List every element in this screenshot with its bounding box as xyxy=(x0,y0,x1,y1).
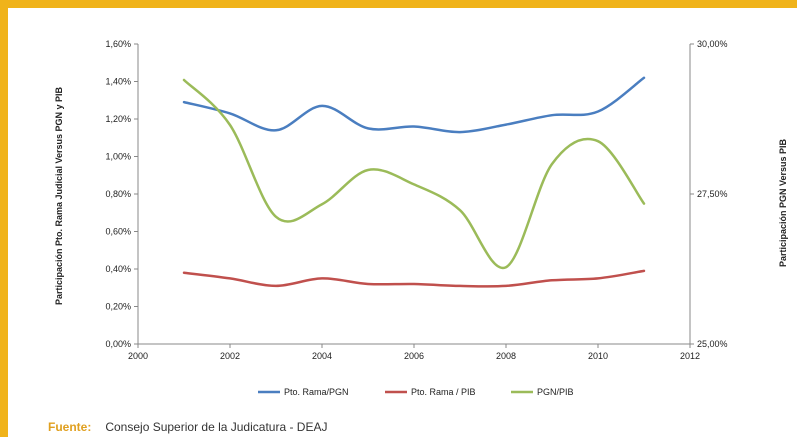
x-tick-label: 2002 xyxy=(220,351,240,361)
y-axis-title-right: Participación PGN Versus PIB xyxy=(778,138,788,267)
y-tick-label-left: 1,00% xyxy=(105,152,131,162)
y-tick-label-left: 0,00% xyxy=(105,339,131,349)
y-tick-label-left: 1,60% xyxy=(105,39,131,49)
y-tick-label-left: 0,40% xyxy=(105,264,131,274)
legend-label-pto-rama-pib: Pto. Rama / PIB xyxy=(411,387,476,397)
y-tick-label-right: 27,50% xyxy=(697,189,728,199)
y-axis-title-left: Participación Pto. Rama Judicial Versus … xyxy=(54,86,64,305)
x-tick-label: 2000 xyxy=(128,351,148,361)
x-tick-label: 2010 xyxy=(588,351,608,361)
series-lines xyxy=(182,76,646,288)
legend-label-pgn-pib: PGN/PIB xyxy=(537,387,574,397)
y-tick-label-left: 1,20% xyxy=(105,114,131,124)
x-tick-label: 2012 xyxy=(680,351,700,361)
y-tick-label-left: 0,60% xyxy=(105,227,131,237)
x-tick-label: 2004 xyxy=(312,351,332,361)
legend-label-pto-rama-pgn: Pto. Rama/PGN xyxy=(284,387,349,397)
y-tick-label-left: 0,80% xyxy=(105,189,131,199)
source-label: Fuente: xyxy=(48,420,92,434)
y-tick-label-right: 25,00% xyxy=(697,339,728,349)
y-tick-label-left: 1,40% xyxy=(105,77,131,87)
axes: 0,00% 0,20% 0,40% 0,60% 0,80% 1,00% 1,20% 1,40%… xyxy=(105,39,727,361)
y-tick-label-right: 30,00% xyxy=(697,39,728,49)
legend: Pto. Rama/PGN Pto. Rama / PIB PGN/PIB xyxy=(258,387,574,397)
source-text: Consejo Superior de la Judicatura - DEAJ xyxy=(105,420,328,434)
series-line-pto-rama-pib xyxy=(182,269,646,288)
series-line-pto-rama-pgn xyxy=(182,76,646,134)
source-note: Fuente: Consejo Superior de la Judicatura… xyxy=(48,420,327,434)
x-tick-label: 2006 xyxy=(404,351,424,361)
x-tick-label: 2008 xyxy=(496,351,516,361)
series-line-pgn-pib xyxy=(182,78,646,270)
y-tick-label-left: 0,20% xyxy=(105,302,131,312)
